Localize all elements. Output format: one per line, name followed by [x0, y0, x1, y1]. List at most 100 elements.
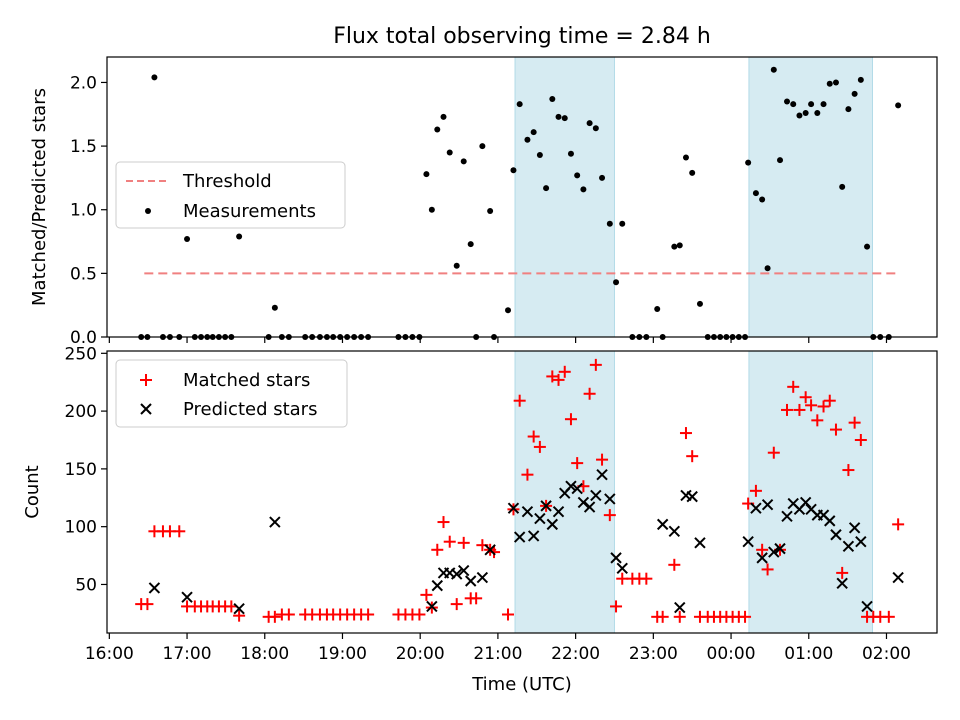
measurement-point — [271, 304, 278, 311]
matched-star-point — [552, 373, 565, 386]
predicted-star-point — [756, 552, 768, 564]
matched-star-point — [781, 403, 794, 416]
matched-star-point — [502, 608, 515, 621]
matched-star-point — [437, 516, 450, 529]
matched-star-point — [457, 536, 470, 549]
measurement-point — [802, 110, 809, 116]
measurement-point — [671, 243, 678, 250]
y-tick-label: 0.5 — [70, 264, 97, 284]
predicted-star-point — [742, 535, 754, 548]
matched-star-point — [854, 433, 867, 446]
measurement-point — [567, 150, 574, 157]
matched-star-point — [829, 423, 842, 436]
y-tick-label: 200 — [65, 402, 97, 422]
x-tick-label: 21:00 — [473, 644, 522, 664]
matched-star-point — [527, 430, 540, 443]
matched-star-point — [141, 598, 154, 611]
matched-star-point — [823, 394, 836, 407]
legend-bottom: Matched stars Predicted stars — [115, 359, 348, 428]
predicted-star-point — [233, 603, 245, 615]
matched-star-point — [583, 387, 596, 400]
measurement-point — [543, 185, 550, 192]
predicted-star-point — [426, 600, 438, 613]
matched-star-point — [817, 400, 830, 413]
matched-star-point — [589, 358, 602, 371]
matched-star-point — [233, 609, 246, 622]
measurement-point — [574, 172, 581, 179]
matched-star-point — [413, 608, 426, 621]
x-ticks-top — [108, 337, 888, 343]
legend-predicted-label: Predicted stars — [183, 399, 317, 420]
shaded-regions-bottom — [514, 350, 873, 634]
matched-star-point — [793, 403, 806, 416]
predicted-star-point — [610, 552, 622, 564]
x-axis-label: Time (UTC) — [471, 674, 572, 695]
matched-star-point — [756, 543, 769, 556]
predicted-star-point — [892, 571, 904, 584]
measurement-point — [696, 300, 703, 307]
matched-star-point — [603, 509, 616, 522]
measurement-point — [423, 171, 430, 178]
matched-star-point — [596, 453, 609, 466]
measurement-point — [592, 125, 599, 132]
matched-star-point — [268, 610, 281, 623]
matched-star-point — [558, 365, 571, 378]
matched-star-point — [739, 610, 752, 623]
predicted-star-point — [534, 512, 546, 525]
x-axis-bottom: 16:00 17:00 18:00 19:00 20:00 21:00 22:00 23:00… — [85, 633, 911, 664]
y-axis-label-bottom: Count — [22, 465, 43, 518]
y-tick-label: 50 — [75, 575, 97, 595]
measurement-point — [487, 208, 494, 214]
legend-predicted-swatch — [140, 403, 152, 415]
bottom-axes: 50 100 150 200 250 16:00 17:00 18:00 19:00 20:00… — [22, 344, 938, 695]
predicted-star-point — [604, 493, 616, 505]
measurement-point — [151, 74, 158, 81]
measurement-point — [510, 167, 517, 174]
measurement-point — [536, 152, 543, 158]
legend-matched-swatch — [140, 374, 152, 386]
measurement-point — [460, 158, 467, 165]
x-tick-label: 02:00 — [862, 644, 911, 664]
measurement-point — [826, 80, 833, 87]
matched-star-point — [488, 546, 501, 559]
predicted-star-point — [761, 499, 774, 511]
predicted-star-point — [431, 579, 443, 592]
matched-star-point — [173, 525, 186, 538]
measurement-point — [479, 143, 486, 150]
predicted-star-point — [458, 564, 470, 577]
measurement-point — [864, 243, 871, 250]
y-axis-label-top: Matched/Predicted stars — [29, 88, 50, 306]
matched-star-point — [787, 380, 800, 393]
x-tick-label: 23:00 — [629, 644, 678, 664]
measurement-point — [752, 190, 759, 197]
shaded-interval — [748, 56, 873, 338]
measurement-point — [820, 101, 827, 108]
matched-star-point — [571, 457, 584, 470]
predicted-star-point — [476, 571, 489, 584]
predicted-star-point — [774, 542, 786, 555]
predicted-star-point — [842, 540, 855, 553]
predicted-star-point — [484, 544, 496, 556]
y-tick-label: 150 — [65, 460, 97, 480]
x-tick-label: 19:00 — [318, 644, 367, 664]
predicted-star-point — [656, 518, 669, 531]
predicted-star-point — [824, 515, 836, 527]
measurement-point — [808, 101, 815, 108]
measurement-point — [784, 98, 791, 105]
measurement-point — [599, 174, 606, 181]
predicted-star-point — [855, 535, 867, 548]
matched-star-point — [686, 450, 699, 463]
measurement-point — [446, 149, 453, 156]
matched-star-point — [420, 588, 433, 601]
legend-measurements-swatch — [145, 208, 151, 214]
x-tick-label: 22:00 — [551, 644, 600, 664]
measurement-point — [745, 159, 752, 166]
measurement-point — [759, 196, 766, 203]
y-tick-label: 1.5 — [70, 137, 97, 157]
matched-star-point — [640, 572, 653, 585]
measurement-point — [453, 262, 460, 269]
predicted-star-point — [750, 502, 762, 514]
matched-star-point — [836, 566, 849, 579]
axes-frame-bottom — [106, 350, 938, 634]
